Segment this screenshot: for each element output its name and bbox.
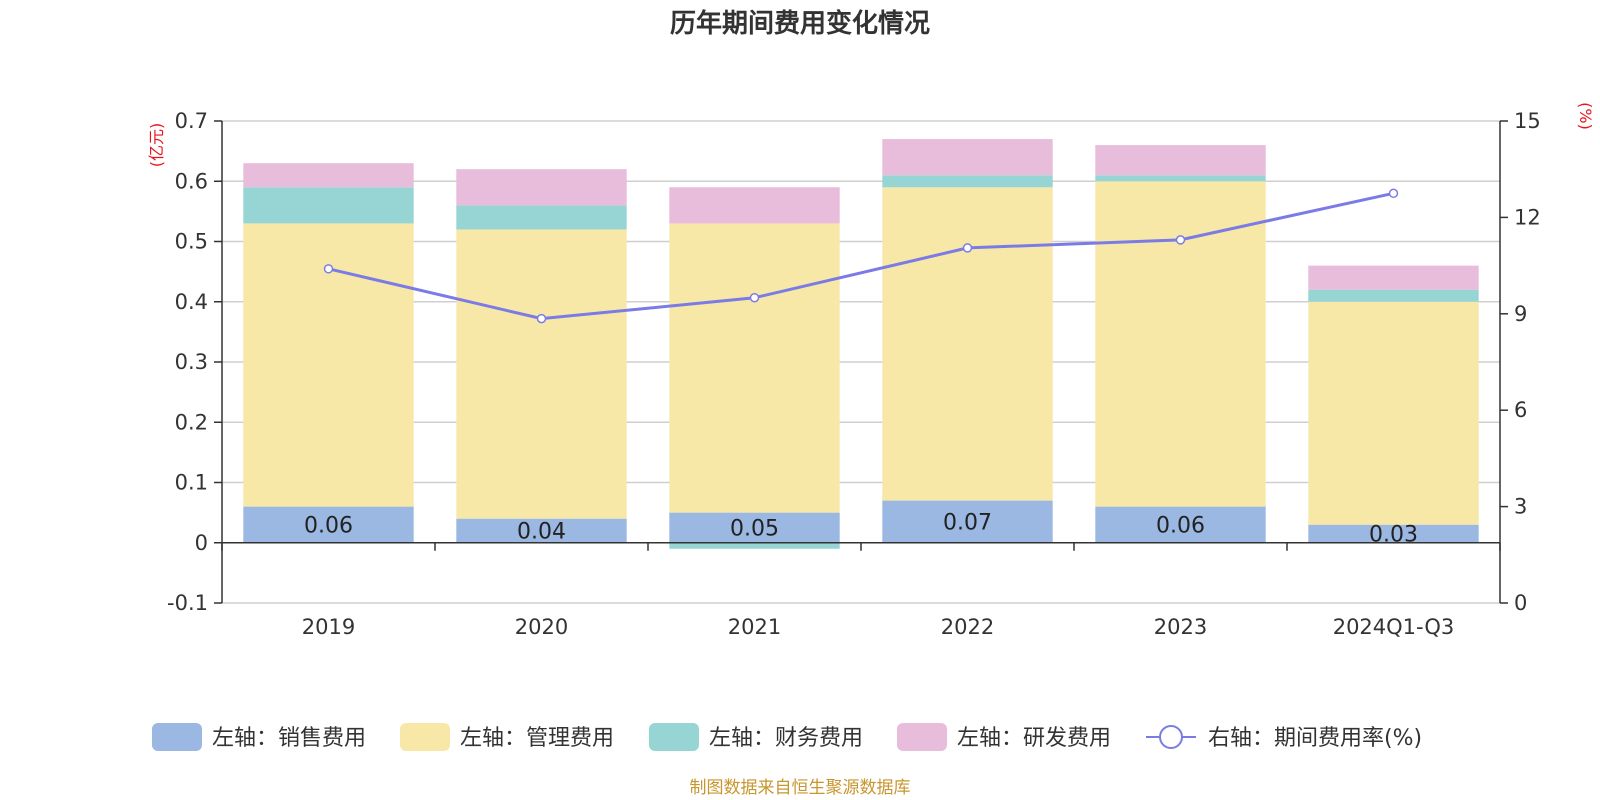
- bar-segment: [882, 175, 1053, 188]
- bar-segment: [882, 500, 1053, 543]
- left-tick-label: 0: [195, 531, 208, 555]
- x-tick-label: 2019: [302, 615, 355, 639]
- legend-label: 左轴：管理费用: [460, 726, 614, 751]
- rate-line: [323, 188, 1399, 324]
- left-tick-label: 0.1: [175, 471, 208, 495]
- legend-swatch: [649, 723, 699, 751]
- bar-data-label: 0.06: [1156, 514, 1205, 539]
- right-tick-label: 9: [1514, 302, 1527, 326]
- bar-data-label: 0.03: [1369, 523, 1418, 548]
- legend-label: 右轴：期间费用率(%): [1208, 726, 1422, 751]
- x-tick-label: 2021: [728, 615, 781, 639]
- legend-label: 左轴：财务费用: [709, 726, 863, 751]
- bars: [222, 139, 1500, 549]
- legend: 左轴：销售费用 左轴：管理费用 左轴：财务费用 左轴：研发费用 右轴：期间费用率(%): [152, 723, 1422, 751]
- x-tick-label: 2024Q1-Q3: [1333, 615, 1455, 639]
- right-axis-unit: (%): [1576, 102, 1595, 130]
- bar-segment: [243, 187, 414, 224]
- x-tick-label: 2023: [1154, 615, 1207, 639]
- bar-segment: [669, 223, 840, 513]
- legend-swatch-marker: [1159, 725, 1183, 749]
- source-note: 制图数据来自恒生聚源数据库: [690, 778, 911, 798]
- rate-point: [323, 264, 334, 274]
- right-tick-label: 6: [1514, 398, 1527, 422]
- legend-swatch: [152, 723, 202, 751]
- bar-data-label: 0.07: [943, 511, 992, 536]
- bar-data-label: 0.04: [517, 520, 566, 545]
- right-tick-label: 0: [1514, 591, 1527, 615]
- left-tick-label: 0.2: [175, 410, 208, 434]
- bar-segment: [669, 542, 840, 549]
- bar-labels: 0.06 0.04 0.05 0.07 0.06 0.03: [304, 511, 1418, 548]
- legend-label: 左轴：销售费用: [212, 726, 366, 751]
- x-tick-label: 2020: [515, 615, 568, 639]
- bar-segment: [1308, 289, 1479, 302]
- right-tick-label: 15: [1514, 109, 1541, 133]
- rate-point: [962, 243, 973, 253]
- bar-segment: [243, 506, 414, 543]
- chart-title: 历年期间费用变化情况: [670, 8, 930, 39]
- bar-segment: [1308, 524, 1479, 543]
- rate-point: [1175, 235, 1186, 245]
- bar-segment: [456, 229, 627, 519]
- bar-segment: [1095, 145, 1266, 176]
- bar-segment: [1308, 301, 1479, 525]
- bar-segment: [1095, 175, 1266, 182]
- bar-segment: [456, 518, 627, 543]
- bar-segment: [669, 512, 840, 543]
- bar-segment: [882, 187, 1053, 501]
- rate-point: [1388, 188, 1399, 199]
- bar-segment: [1095, 506, 1266, 543]
- bar-segment: [669, 187, 840, 224]
- rate-point: [749, 292, 760, 303]
- rate-line-path: [328, 191, 1394, 321]
- left-tick-label: 0.6: [175, 169, 208, 193]
- legend-swatch: [897, 723, 947, 751]
- bar-segment: [1095, 181, 1266, 507]
- legend-label: 左轴：研发费用: [957, 726, 1111, 751]
- legend-swatch: [400, 723, 450, 751]
- left-axis-unit: (亿元): [147, 123, 166, 168]
- bar-segment: [456, 169, 627, 206]
- left-tick-label: 0.3: [175, 350, 208, 374]
- left-tick-label: 0.5: [175, 230, 208, 254]
- bar-segment: [882, 139, 1053, 176]
- left-tick-label: 0.7: [175, 109, 208, 133]
- left-tick-label: -0.1: [167, 591, 208, 615]
- x-tick-label: 2022: [941, 615, 994, 639]
- bar-data-label: 0.05: [730, 517, 779, 542]
- bar-segment: [243, 163, 414, 188]
- right-tick-label: 12: [1514, 205, 1541, 229]
- bar-data-label: 0.06: [304, 514, 353, 539]
- bar-segment: [1308, 265, 1479, 290]
- axes: -0.1 0 0.1 0.2 0.3 0.4 0.5 0.6 0.7 0 3 6 9 12 15 2019 20…: [167, 109, 1541, 639]
- right-tick-label: 3: [1514, 495, 1527, 519]
- rate-point: [536, 313, 547, 324]
- left-tick-label: 0.4: [175, 290, 208, 314]
- bar-segment: [456, 205, 627, 230]
- grid: [222, 120, 1500, 604]
